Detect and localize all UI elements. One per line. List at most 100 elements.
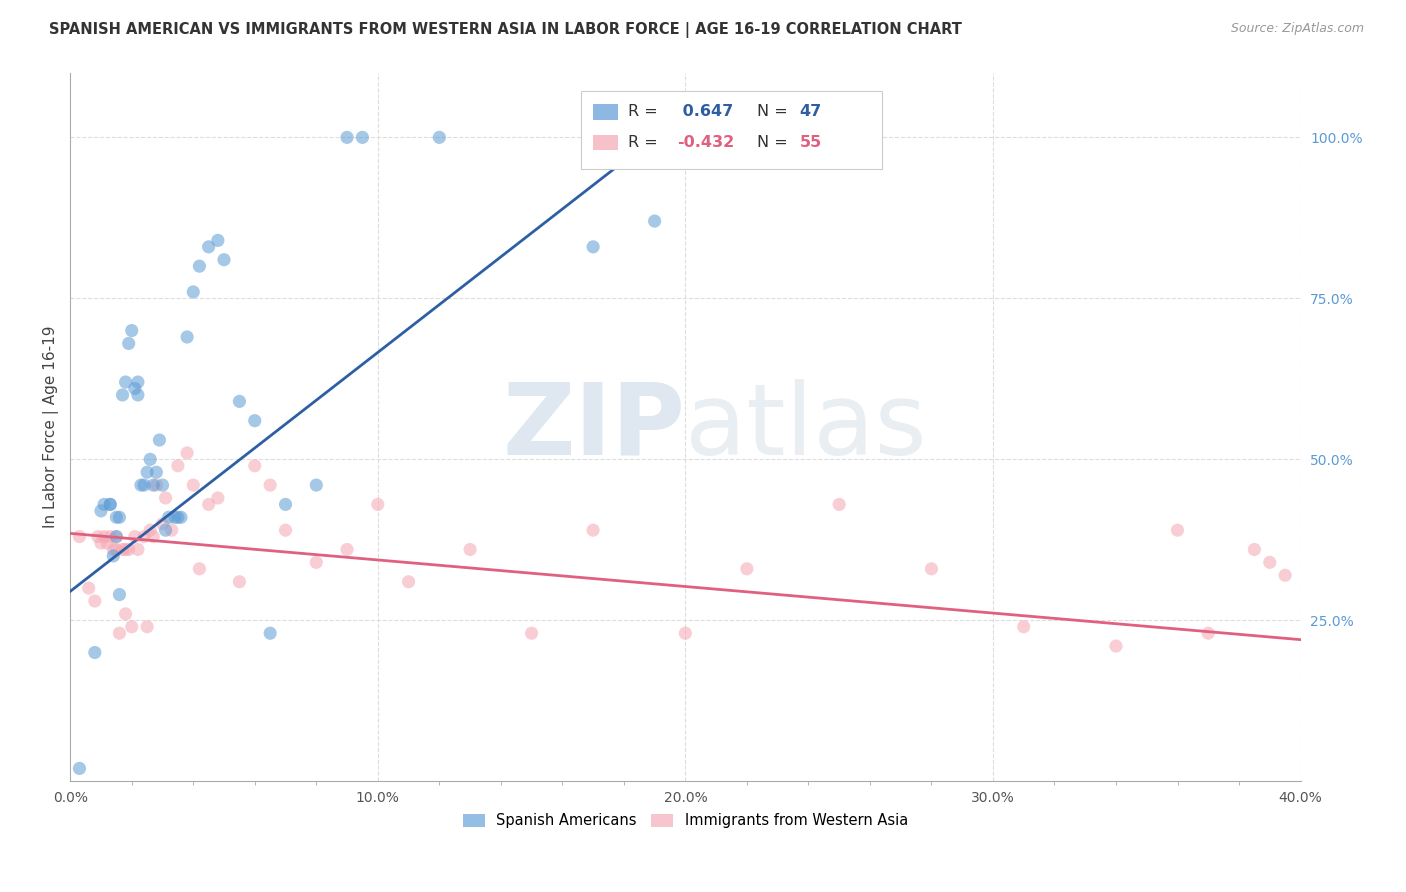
Point bbox=[352, 130, 374, 145]
Point bbox=[127, 542, 149, 557]
Point bbox=[828, 497, 851, 511]
Point bbox=[105, 530, 128, 544]
Point bbox=[105, 530, 128, 544]
Point bbox=[139, 523, 162, 537]
Point bbox=[155, 523, 177, 537]
Point bbox=[398, 574, 420, 589]
Point bbox=[207, 491, 229, 505]
Point bbox=[105, 510, 128, 524]
Point bbox=[111, 542, 134, 557]
Point bbox=[427, 130, 450, 145]
Point bbox=[93, 530, 115, 544]
Point bbox=[181, 478, 204, 492]
Point bbox=[160, 523, 183, 537]
Point bbox=[920, 562, 942, 576]
Point bbox=[1012, 620, 1035, 634]
Point bbox=[111, 388, 134, 402]
Text: 47: 47 bbox=[800, 104, 823, 120]
Text: Source: ZipAtlas.com: Source: ZipAtlas.com bbox=[1230, 22, 1364, 36]
Point bbox=[98, 497, 121, 511]
Point bbox=[176, 330, 198, 344]
Bar bbox=[593, 104, 617, 120]
Point bbox=[83, 646, 105, 660]
Point bbox=[103, 542, 125, 557]
Point bbox=[274, 523, 297, 537]
Text: N =: N = bbox=[756, 135, 793, 150]
Text: 0.647: 0.647 bbox=[676, 104, 733, 120]
Point bbox=[1274, 568, 1296, 582]
Point bbox=[114, 375, 136, 389]
Point bbox=[136, 620, 159, 634]
Point bbox=[207, 234, 229, 248]
Point bbox=[170, 510, 193, 524]
Point bbox=[181, 285, 204, 299]
Point bbox=[212, 252, 235, 267]
Point bbox=[124, 530, 146, 544]
Point bbox=[118, 542, 141, 557]
Point bbox=[96, 536, 118, 550]
Text: 55: 55 bbox=[800, 135, 823, 150]
Point bbox=[155, 491, 177, 505]
Point bbox=[108, 588, 131, 602]
Point bbox=[157, 510, 180, 524]
Point bbox=[367, 497, 389, 511]
Point bbox=[145, 465, 167, 479]
Bar bbox=[593, 135, 617, 150]
Point bbox=[93, 497, 115, 511]
Point bbox=[108, 626, 131, 640]
Point bbox=[336, 542, 359, 557]
Point bbox=[114, 542, 136, 557]
Point bbox=[103, 549, 125, 563]
Point bbox=[1166, 523, 1188, 537]
Point bbox=[142, 530, 165, 544]
Point bbox=[132, 530, 155, 544]
Point bbox=[259, 626, 281, 640]
FancyBboxPatch shape bbox=[581, 91, 882, 169]
Point bbox=[336, 130, 359, 145]
Point bbox=[167, 458, 190, 473]
Point bbox=[735, 562, 758, 576]
Point bbox=[127, 375, 149, 389]
Point bbox=[148, 433, 170, 447]
Point bbox=[582, 523, 605, 537]
Point bbox=[139, 452, 162, 467]
Point bbox=[458, 542, 481, 557]
Point bbox=[77, 581, 100, 595]
Point bbox=[243, 414, 266, 428]
Point bbox=[644, 214, 666, 228]
Point bbox=[582, 240, 605, 254]
Point bbox=[87, 530, 110, 544]
Point bbox=[108, 510, 131, 524]
Point bbox=[228, 574, 250, 589]
Text: -0.432: -0.432 bbox=[676, 135, 734, 150]
Point bbox=[167, 510, 190, 524]
Point bbox=[121, 324, 143, 338]
Point bbox=[188, 562, 211, 576]
Point bbox=[243, 458, 266, 473]
Text: atlas: atlas bbox=[685, 378, 927, 475]
Point bbox=[90, 536, 112, 550]
Point bbox=[1243, 542, 1265, 557]
Point bbox=[1105, 639, 1128, 653]
Point bbox=[197, 497, 219, 511]
Point bbox=[136, 465, 159, 479]
Point bbox=[132, 478, 155, 492]
Text: R =: R = bbox=[627, 104, 662, 120]
Point bbox=[152, 516, 174, 531]
Point bbox=[121, 620, 143, 634]
Point bbox=[163, 510, 186, 524]
Text: SPANISH AMERICAN VS IMMIGRANTS FROM WESTERN ASIA IN LABOR FORCE | AGE 16-19 CORR: SPANISH AMERICAN VS IMMIGRANTS FROM WEST… bbox=[49, 22, 962, 38]
Point bbox=[152, 478, 174, 492]
Legend: Spanish Americans, Immigrants from Western Asia: Spanish Americans, Immigrants from Weste… bbox=[457, 807, 914, 834]
Point bbox=[520, 626, 543, 640]
Point bbox=[118, 336, 141, 351]
Point bbox=[127, 388, 149, 402]
Point bbox=[83, 594, 105, 608]
Point bbox=[98, 497, 121, 511]
Point bbox=[188, 259, 211, 273]
Point bbox=[176, 446, 198, 460]
Point bbox=[145, 478, 167, 492]
Point bbox=[124, 382, 146, 396]
Point bbox=[98, 530, 121, 544]
Y-axis label: In Labor Force | Age 16-19: In Labor Force | Age 16-19 bbox=[44, 326, 59, 528]
